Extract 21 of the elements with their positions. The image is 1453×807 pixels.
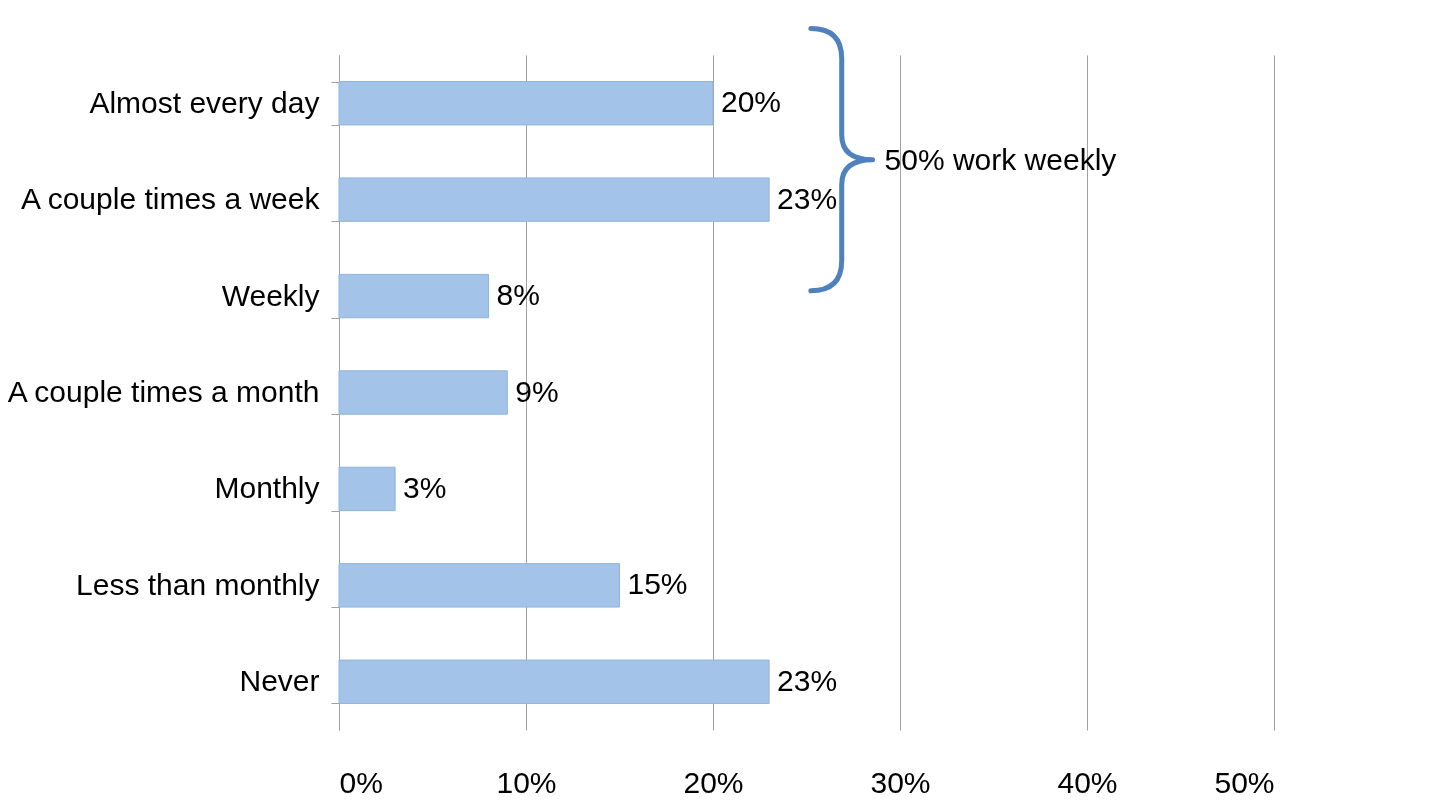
- data-label: 23%: [777, 181, 838, 215]
- data-label: 8%: [496, 278, 540, 312]
- data-label: 9%: [515, 374, 559, 408]
- y-tick-label: Less than monthly: [76, 567, 320, 601]
- annotation: 50% work weekly: [884, 142, 1117, 176]
- data-label: 20%: [721, 85, 782, 119]
- x-tick-label: 50%: [1214, 765, 1275, 799]
- x-tick-label: 20%: [683, 765, 744, 799]
- y-tick-label: A couple times a month: [7, 375, 320, 408]
- y-tick-label: A couple times a week: [21, 182, 321, 216]
- y-tick-label: Weekly: [221, 278, 320, 312]
- y-tick-label: Almost every day: [89, 85, 320, 119]
- data-label: 15%: [627, 567, 688, 601]
- data-label: 3%: [403, 470, 447, 504]
- y-tick-label: Monthly: [214, 471, 320, 505]
- x-tick-label: 10%: [496, 765, 557, 799]
- data-label: 23%: [777, 663, 838, 697]
- y-tick-label: Never: [239, 664, 320, 698]
- x-tick-label: 40%: [1057, 765, 1118, 799]
- x-tick-label: 0%: [339, 765, 383, 799]
- x-tick-label: 30%: [870, 765, 931, 799]
